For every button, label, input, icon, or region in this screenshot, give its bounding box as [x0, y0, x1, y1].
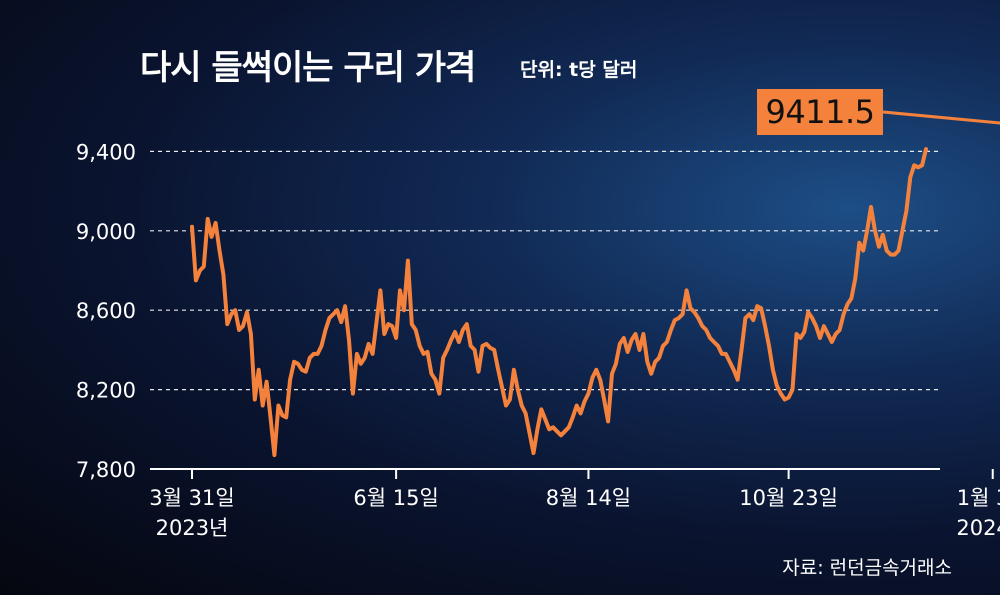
- chart-title: 다시 들썩이는 구리 가격: [140, 48, 476, 88]
- tick-labels: 7,800 8,200 8,600 9,000 9,400 3월 31일 2023년 6월 1…: [76, 140, 1000, 540]
- x-tick-year-label: 2023년: [156, 516, 229, 540]
- copper-price-line: [190, 147, 928, 458]
- gridlines: [150, 150, 940, 391]
- x-tick-label: 8월 14일: [546, 486, 631, 510]
- latest-value-callout: 9411.5: [757, 89, 883, 135]
- unit-label: 단위: t당 달러: [520, 59, 638, 81]
- y-tick-label: 7,800: [76, 458, 136, 482]
- axes: [150, 468, 994, 479]
- y-tick-label: 9,000: [76, 220, 136, 244]
- y-tick-label: 8,200: [76, 379, 136, 403]
- x-tick-label: 3월 31일: [149, 486, 234, 510]
- y-tick-label: 8,600: [76, 299, 136, 323]
- x-tick-label: 6월 15일: [353, 486, 438, 510]
- source-note: 자료: 런던금속거래소: [782, 557, 952, 579]
- y-tick-label: 9,400: [76, 140, 136, 164]
- x-tick-label: 1월 3일: [957, 486, 1000, 510]
- x-tick-label: 10월 23일: [739, 486, 838, 510]
- callout-connector: [882, 110, 1000, 125]
- series-layer: [190, 110, 1000, 458]
- x-tick-year-label: 2024년: [956, 516, 1000, 540]
